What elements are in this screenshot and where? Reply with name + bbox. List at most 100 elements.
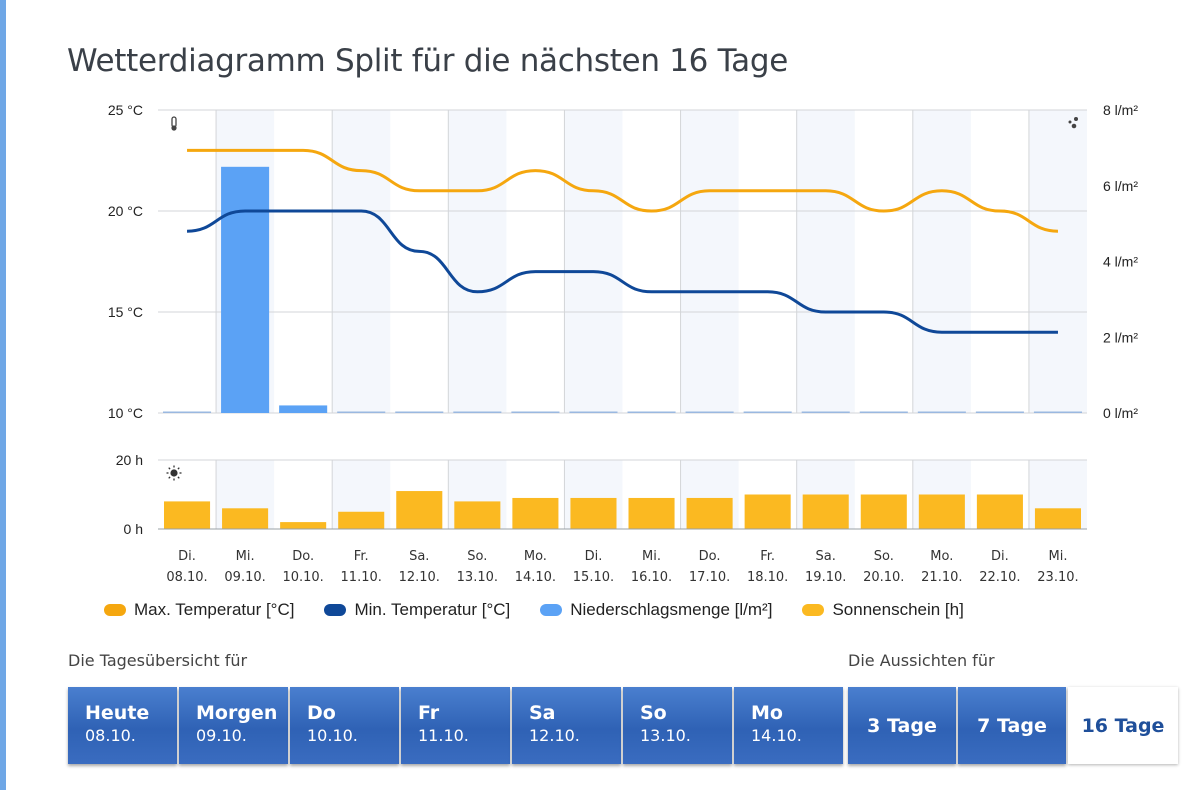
sun-icon-ray: [177, 476, 180, 479]
raindrop: [1074, 117, 1078, 121]
x-tick-label-date: 11.10.: [341, 570, 382, 585]
rain-bar-zero: [337, 411, 386, 413]
legend-item-sunshine[interactable]: Sonnenschein [h]: [802, 600, 964, 620]
sunshine-bar: [802, 494, 849, 529]
rain-bar-zero: [743, 411, 792, 413]
outlook-tab-16-days[interactable]: 16 Tage: [1068, 687, 1178, 764]
rain-bar-zero: [627, 411, 676, 413]
sunshine-bar: [628, 497, 675, 529]
sunshine-bar: [396, 491, 443, 529]
legend-swatch-sunshine: [802, 604, 825, 616]
sunshine-bar: [164, 501, 211, 529]
sunshine-bar: [222, 508, 269, 529]
y-tick-label-sunshine: 0 h: [124, 521, 143, 537]
shade-band: [448, 110, 507, 413]
x-tick-label-date: 15.10.: [573, 570, 614, 585]
sun-icon-ray: [177, 467, 180, 470]
x-tick-label-date: 19.10.: [805, 570, 846, 585]
raindrop: [1068, 120, 1072, 124]
x-tick-label-date: 13.10.: [457, 570, 498, 585]
x-tick-label-day: So.: [874, 549, 894, 564]
day-tab-title: Heute: [85, 702, 150, 724]
rain-bar-zero: [975, 411, 1024, 413]
raindrop: [1071, 123, 1077, 129]
x-tick-label-day: Sa.: [409, 549, 429, 564]
day-tab-date: 13.10.: [640, 726, 691, 745]
outlook-tab-3-days[interactable]: 3 Tage: [848, 687, 956, 764]
x-tick-label-date: 21.10.: [921, 570, 962, 585]
y-tick-label-temperature: 20 °C: [108, 203, 143, 219]
day-tab-today[interactable]: Heute 08.10.: [68, 687, 177, 764]
day-tab-friday[interactable]: Fr 11.10.: [401, 687, 510, 764]
day-tab-date: 14.10.: [751, 726, 802, 745]
x-tick-label-day: Mo.: [524, 549, 547, 564]
thermometer-icon: [171, 116, 177, 131]
rain-bar-zero: [569, 411, 618, 413]
y-tick-label-sunshine: 20 h: [116, 452, 143, 468]
day-tab-date: 08.10.: [85, 726, 136, 745]
rain-bar-zero: [859, 411, 908, 413]
legend-label: Min. Temperatur [°C]: [354, 600, 511, 619]
weather-chart: 25 °C 20 °C 15 °C 10 °C 8 l/m² 6 l/m² 4 l/m² 2 …: [108, 102, 1139, 585]
day-tab-tomorrow[interactable]: Morgen 09.10.: [179, 687, 288, 764]
x-tick-label-date: 16.10.: [631, 570, 672, 585]
legend-swatch-max-temp: [104, 604, 126, 616]
x-tick-label-date: 17.10.: [689, 570, 730, 585]
rain-bar-zero: [453, 411, 502, 413]
rain-bar-zero: [511, 411, 560, 413]
y-tick-label-rain: 2 l/m²: [1103, 329, 1138, 345]
x-tick-label-date: 23.10.: [1037, 570, 1078, 585]
x-tick-label-day: Do.: [292, 549, 314, 564]
day-tab-date: 11.10.: [418, 726, 469, 745]
y-tick-label-temperature: 15 °C: [108, 304, 143, 320]
rain-bar: [279, 405, 328, 413]
x-tick-label-date: 12.10.: [399, 570, 440, 585]
legend-label: Sonnenschein [h]: [832, 600, 964, 619]
x-tick-label-day: Mo.: [930, 549, 953, 564]
day-tab-monday[interactable]: Mo 14.10.: [734, 687, 843, 764]
x-tick-label-day: Di.: [991, 549, 1009, 564]
sunshine-bar: [976, 494, 1023, 529]
y-tick-label-rain: 8 l/m²: [1103, 102, 1138, 118]
y-tick-label-rain: 0 l/m²: [1103, 405, 1138, 421]
daily-overview-tabs: Heute 08.10. Morgen 09.10. Do 10.10. Fr …: [68, 687, 845, 764]
x-tick-label-date: 18.10.: [747, 570, 788, 585]
sunshine-bar: [744, 494, 791, 529]
day-tab-title: So: [640, 702, 667, 724]
max-temperature-line: [187, 148, 1059, 233]
legend-swatch-min-temp: [324, 604, 347, 616]
x-tick-label-day: Di.: [585, 549, 603, 564]
page-title: Wetterdiagramm Split für die nächsten 16…: [67, 42, 788, 79]
chart-legend: Max. Temperatur [°C] Min. Temperatur [°C…: [104, 600, 994, 620]
outlook-tabs: 3 Tage 7 Tage 16 Tage: [848, 687, 1180, 764]
rain-bar: [221, 166, 270, 413]
day-tab-title: Do: [307, 702, 336, 724]
day-tab-sunday[interactable]: So 13.10.: [623, 687, 732, 764]
x-tick-label-date: 08.10.: [166, 570, 207, 585]
day-tab-title: Sa: [529, 702, 556, 724]
legend-item-min-temp[interactable]: Min. Temperatur [°C]: [324, 600, 510, 620]
rain-bar-zero: [163, 411, 212, 413]
legend-swatch-rain: [540, 604, 563, 616]
x-tick-label-day: Fr.: [354, 549, 369, 564]
shade-band: [796, 110, 855, 413]
x-tick-label-day: Di.: [178, 549, 196, 564]
x-tick-label-day: So.: [467, 549, 487, 564]
x-tick-label-day: Fr.: [760, 549, 775, 564]
day-tab-thursday[interactable]: Do 10.10.: [290, 687, 399, 764]
legend-item-rain[interactable]: Niederschlagsmenge [l/m²]: [540, 600, 772, 620]
sun-icon: [166, 465, 182, 481]
day-tab-date: 10.10.: [307, 726, 358, 745]
sunshine-bar: [686, 497, 733, 529]
outlook-tab-7-days[interactable]: 7 Tage: [958, 687, 1066, 764]
x-tick-label-day: Do.: [699, 549, 721, 564]
min-temperature-line: [186, 209, 1058, 334]
y-tick-label-rain: 4 l/m²: [1103, 254, 1138, 270]
legend-item-max-temp[interactable]: Max. Temperatur [°C]: [104, 600, 294, 620]
x-tick-label-day: Sa.: [816, 549, 836, 564]
rain-bar-zero: [685, 411, 734, 413]
outlook-label: Die Aussichten für: [848, 651, 995, 670]
day-tab-saturday[interactable]: Sa 12.10.: [512, 687, 621, 764]
x-tick-label-date: 10.10.: [282, 570, 323, 585]
sunshine-bar: [454, 501, 501, 529]
